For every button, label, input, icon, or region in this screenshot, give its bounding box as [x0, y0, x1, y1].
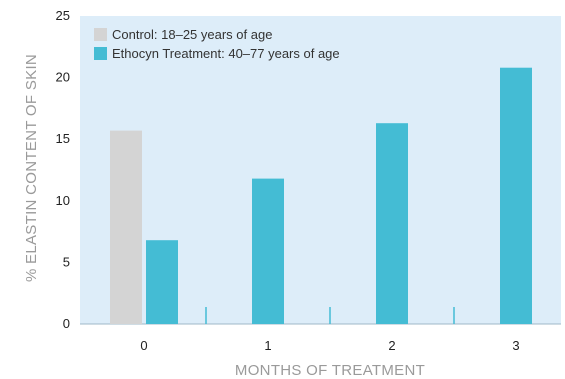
y-tick-label: 25: [56, 8, 70, 23]
x-tick-label: 1: [264, 338, 271, 353]
y-tick-label: 20: [56, 70, 70, 85]
y-tick-label: 5: [63, 254, 70, 269]
x-tick-label: 0: [140, 338, 147, 353]
y-tick-label: 10: [56, 193, 70, 208]
legend-swatch-treatment: [94, 47, 107, 60]
bar-treatment-month-1: [252, 178, 284, 324]
y-tick-labels: 0 5 10 15 20 25: [56, 8, 70, 331]
y-axis-title: % ELASTIN CONTENT OF SKIN: [23, 54, 40, 282]
y-tick-label: 0: [63, 316, 70, 331]
bar-treatment-month-2: [376, 123, 408, 324]
x-tick-label: 2: [388, 338, 395, 353]
bars-group: [110, 67, 532, 324]
category-separators: [205, 307, 455, 324]
legend-label-control: Control: 18–25 years of age: [112, 27, 272, 42]
x-axis-title: MONTHS OF TREATMENT: [235, 362, 425, 379]
legend-swatch-control: [94, 28, 107, 41]
bar-treatment-month-0: [146, 240, 178, 324]
legend-label-treatment: Ethocyn Treatment: 40–77 years of age: [112, 46, 340, 61]
y-tick-label: 15: [56, 131, 70, 146]
bar-treatment-month-3: [500, 67, 532, 324]
legend: Control: 18–25 years of age Ethocyn Trea…: [94, 27, 340, 61]
x-tick-label: 3: [512, 338, 519, 353]
x-tick-labels: 0 1 2 3: [140, 338, 519, 353]
bar-control-month-0: [110, 130, 142, 324]
